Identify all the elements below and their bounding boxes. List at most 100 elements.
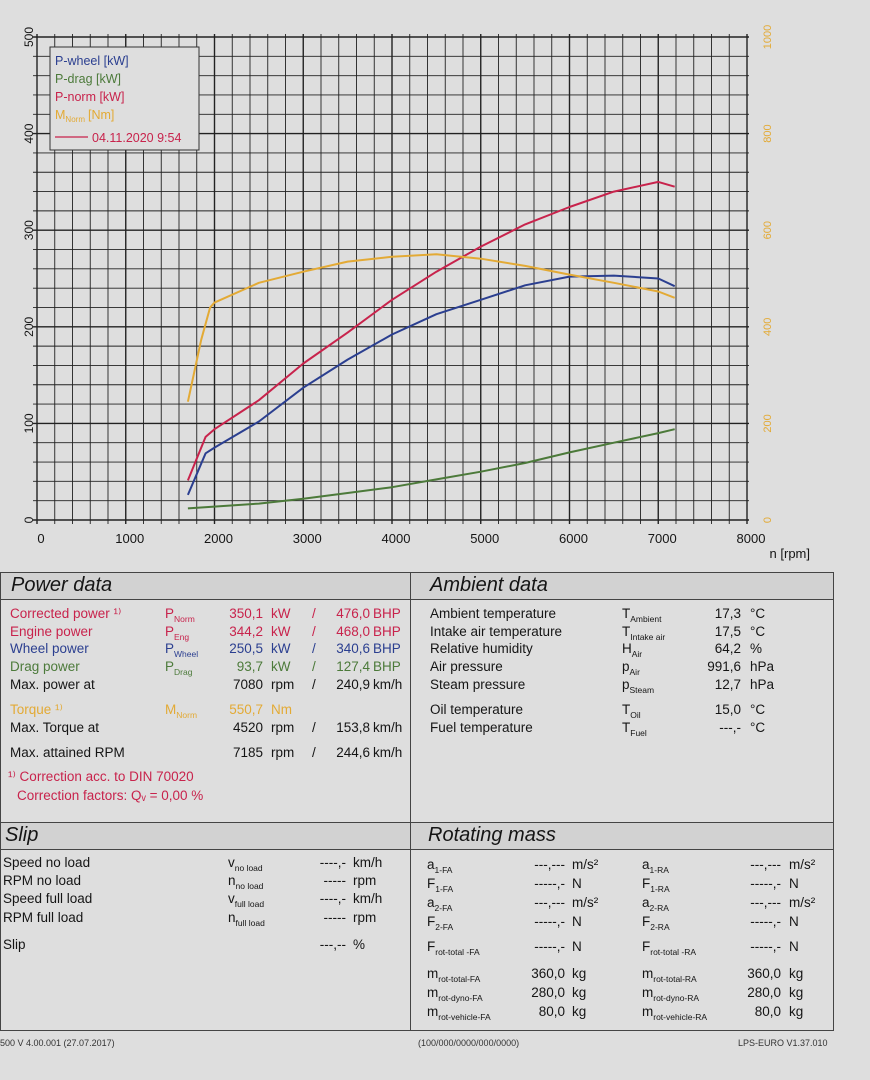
rotating-ra-symbol-sub: 1-RA bbox=[649, 865, 669, 875]
power-row-unit2: BHP bbox=[373, 606, 401, 621]
rotating-ra-symbol-sub: 1-RA bbox=[650, 884, 670, 894]
rotating-mass-panel: Rotating mass bbox=[410, 822, 834, 1031]
power-row-value: 7185 bbox=[232, 745, 263, 760]
x-tick-label: 7000 bbox=[648, 531, 677, 546]
rotating-fa-unit: kg bbox=[572, 966, 587, 981]
power-row-unit2: BHP bbox=[373, 659, 401, 674]
rotating-ra-unit: m/s² bbox=[789, 895, 816, 910]
slip-row-unit: rpm bbox=[353, 873, 377, 888]
rotating-ra-value: -----,- bbox=[750, 914, 781, 929]
legend-entry: P-drag [kW] bbox=[55, 72, 121, 86]
power-row-value: 350,1 bbox=[229, 606, 263, 621]
slip-row-symbol: nfull load bbox=[228, 910, 265, 931]
ambient-row-symbol-main: T bbox=[622, 606, 631, 621]
rotating-ra-value: -----,- bbox=[750, 939, 781, 954]
ambient-row-symbol-main: T bbox=[622, 624, 631, 639]
ambient-row-unit: °C bbox=[750, 702, 766, 717]
series-line-3 bbox=[186, 253, 676, 402]
ambient-row-symbol: HAir bbox=[622, 641, 642, 662]
rotating-fa-symbol: mrot-vehicle-FA bbox=[427, 1004, 491, 1025]
rotating-fa-value: 360,0 bbox=[531, 966, 565, 981]
ambient-row-symbol-sub: Fuel bbox=[630, 728, 647, 738]
rotating-ra-value: 280,0 bbox=[747, 985, 781, 1000]
ambient-row-unit: °C bbox=[750, 624, 766, 639]
rotating-fa-symbol-main: F bbox=[427, 914, 436, 929]
power-row-unit: kW bbox=[271, 641, 291, 656]
rotating-ra-value: 80,0 bbox=[754, 1004, 781, 1019]
x-tick-label: 2000 bbox=[204, 531, 233, 546]
power-row-unit2: BHP bbox=[373, 641, 401, 656]
legend-entry: MNorm [Nm] bbox=[55, 108, 114, 124]
power-row-value: 344,2 bbox=[229, 624, 263, 639]
legend-entry-subscript: Norm bbox=[65, 115, 85, 124]
power-row-unit: Nm bbox=[271, 702, 292, 717]
ambient-data-title: Ambient data bbox=[430, 574, 548, 596]
power-row-unit: rpm bbox=[271, 720, 295, 735]
power-row-unit2: km/h bbox=[373, 745, 403, 760]
rotating-ra-symbol-main: F bbox=[642, 939, 651, 954]
y-right-tick-label: 800 bbox=[762, 124, 774, 142]
ambient-row-value: ---,- bbox=[719, 720, 741, 735]
slip-row-symbol-sub: full load bbox=[235, 918, 265, 928]
power-row-symbol-sub: Norm bbox=[174, 614, 195, 624]
ambient-row-value: 12,7 bbox=[714, 677, 741, 692]
ambient-row-label: Oil temperature bbox=[430, 702, 524, 717]
ambient-row-symbol-main: T bbox=[622, 720, 631, 735]
slip-panel: Slip bbox=[0, 822, 411, 1031]
power-row-symbol-main: P bbox=[165, 624, 175, 639]
slip-row-label: RPM full load bbox=[3, 910, 84, 925]
rotating-fa-symbol-main: F bbox=[427, 876, 436, 891]
ambient-row-unit: % bbox=[750, 641, 763, 656]
chart-series bbox=[186, 180, 676, 510]
slip-row-symbol-main: n bbox=[228, 873, 236, 888]
rotating-fa-value: 80,0 bbox=[538, 1004, 565, 1019]
power-row-unit: kW bbox=[271, 606, 291, 621]
power-row-label: Max. attained RPM bbox=[10, 745, 125, 760]
power-row-value2: 476,0 bbox=[336, 606, 370, 621]
rotating-ra-symbol: a2-RA bbox=[642, 895, 669, 916]
rotating-fa-unit: kg bbox=[572, 1004, 587, 1019]
rotating-ra-unit: N bbox=[789, 939, 799, 954]
ambient-row-symbol: pSteam bbox=[622, 677, 654, 698]
power-row-unit2: km/h bbox=[373, 677, 403, 692]
power-row-label: Engine power bbox=[10, 624, 93, 639]
slip-row-symbol: vfull load bbox=[228, 891, 264, 912]
rotating-fa-symbol: a2-FA bbox=[427, 895, 452, 916]
rotating-fa-unit: kg bbox=[572, 985, 587, 1000]
rotating-mass-title: Rotating mass bbox=[428, 824, 556, 846]
power-row-slash: / bbox=[312, 606, 316, 621]
ambient-data-panel: Ambient data bbox=[410, 572, 834, 823]
power-row-symbol: MNorm bbox=[165, 702, 197, 723]
rotating-fa-value: 280,0 bbox=[531, 985, 565, 1000]
x-tick-label: 3000 bbox=[293, 531, 322, 546]
power-data-title: Power data bbox=[11, 574, 113, 596]
rotating-ra-symbol-sub: rot-total-RA bbox=[653, 974, 697, 984]
power-row-unit: kW bbox=[271, 659, 291, 674]
rotating-ra-value: ---,--- bbox=[750, 895, 781, 910]
rotating-ra-unit: kg bbox=[789, 1004, 804, 1019]
power-row-slash: / bbox=[312, 745, 316, 760]
ambient-row-symbol-main: p bbox=[622, 677, 630, 692]
footer-software: LPS-EURO V1.37.010 bbox=[738, 1038, 828, 1048]
power-row-symbol-main: M bbox=[165, 702, 177, 717]
rotating-fa-symbol-sub: rot-vehicle-FA bbox=[438, 1012, 491, 1022]
slip-row-unit: km/h bbox=[353, 891, 383, 906]
rotating-ra-symbol-sub: rot-total -RA bbox=[650, 947, 697, 957]
ambient-row-symbol: TIntake air bbox=[622, 624, 665, 645]
rotating-fa-symbol-sub: 1-FA bbox=[435, 884, 454, 894]
power-row-value: 4520 bbox=[232, 720, 263, 735]
rotating-ra-symbol-main: m bbox=[642, 1004, 654, 1019]
legend-date: 04.11.2020 9:54 bbox=[92, 131, 181, 145]
rotating-ra-symbol-main: m bbox=[642, 966, 654, 981]
y-right-tick-label: 400 bbox=[762, 318, 774, 336]
ambient-row-value: 17,3 bbox=[714, 606, 741, 621]
legend-box bbox=[49, 46, 200, 151]
y-right-tick-label: 1000 bbox=[762, 25, 774, 49]
y-right-tick-label: 600 bbox=[762, 221, 774, 239]
power-row-value: 7080 bbox=[232, 677, 263, 692]
legend-entry: P-norm [kW] bbox=[55, 90, 124, 104]
rotating-fa-symbol-main: m bbox=[427, 985, 439, 1000]
rotating-ra-symbol: F2-RA bbox=[642, 914, 670, 935]
power-row-value2: 468,0 bbox=[336, 624, 370, 639]
y-left-tick-label: 0 bbox=[22, 516, 36, 523]
